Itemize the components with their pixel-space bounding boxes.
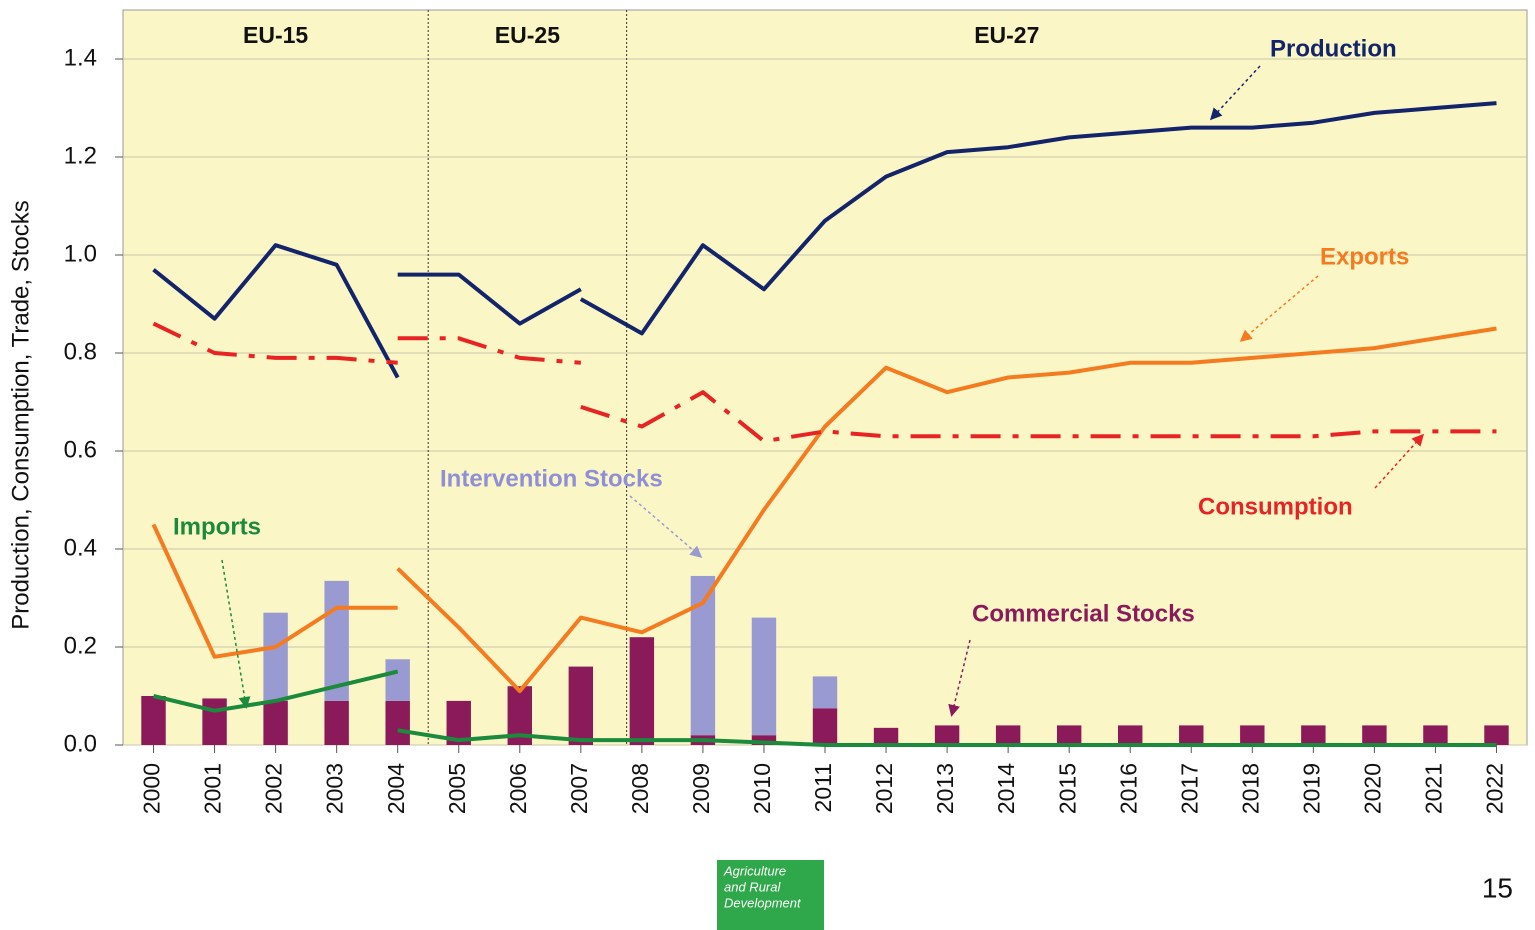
bar [873, 727, 899, 745]
series-label: Exports [1320, 243, 1409, 270]
x-tick-label: 2016 [1115, 763, 1141, 814]
line [152, 101, 1497, 379]
x-tick-label: 2012 [871, 763, 897, 814]
bar [812, 676, 838, 709]
x-tick-label: 2011 [810, 763, 836, 812]
x-tick-label: 2009 [688, 763, 714, 814]
bar [751, 617, 777, 736]
x-tick-label: 2020 [1359, 763, 1385, 814]
x-tick-label: 2002 [261, 763, 287, 814]
y-tick-label: 1.2 [64, 142, 97, 169]
line [153, 669, 1497, 747]
bar [202, 698, 227, 745]
logo-text: and Rural [724, 879, 781, 894]
y-tick-label: 0.0 [64, 730, 97, 757]
x-tick-label: 2014 [993, 763, 1019, 814]
arrow [1239, 275, 1319, 342]
region-label: EU-27 [974, 22, 1039, 48]
arrow [221, 559, 251, 709]
bar [1118, 725, 1143, 745]
bar [812, 708, 838, 745]
bar [1484, 725, 1509, 745]
x-tick-label: 2021 [1421, 763, 1447, 814]
x-tick-label: 2001 [200, 763, 226, 814]
y-tick-label: 0.2 [64, 632, 97, 659]
x-tick-label: 2015 [1054, 763, 1080, 814]
y-tick-label: 1.4 [64, 44, 97, 71]
y-tick-label: 0.6 [64, 436, 97, 463]
y-tick-label: 0.4 [64, 534, 97, 561]
x-tick-label: 2018 [1237, 763, 1263, 814]
region-label: EU-15 [243, 22, 308, 48]
bar [324, 580, 349, 701]
y-tick-label: 0.8 [64, 338, 97, 365]
line [151, 326, 1497, 694]
annotation-arrows [221, 65, 1425, 717]
series-label: Commercial Stocks [972, 600, 1195, 627]
plot-area [122, 9, 1528, 746]
region-label: EU-25 [495, 22, 560, 48]
x-tick-label: 2017 [1176, 763, 1202, 814]
x-tick-label: 2008 [627, 763, 653, 814]
x-tick-label: 2010 [749, 763, 775, 814]
y-tick-label: 1.0 [64, 240, 97, 267]
bar [263, 612, 288, 701]
x-tick-label: 2004 [383, 763, 409, 814]
x-tick-label: 2000 [139, 763, 165, 814]
bar [995, 725, 1021, 745]
x-tick-label: 2022 [1482, 763, 1508, 814]
x-tick-label: 2013 [932, 763, 958, 814]
x-tick-label: 2006 [505, 763, 531, 814]
bar [1301, 725, 1326, 745]
x-tick-label: 2003 [322, 763, 348, 814]
logo [717, 860, 824, 930]
bar [1240, 725, 1265, 745]
bar [934, 725, 960, 745]
series-label: Intervention Stocks [440, 465, 663, 492]
bar [1179, 725, 1204, 745]
series-label: Imports [173, 513, 261, 540]
bar [751, 735, 777, 745]
logo-text: Agriculture [723, 863, 786, 878]
bar [568, 666, 594, 745]
bar [629, 637, 655, 745]
line [152, 321, 1497, 444]
bar [1056, 725, 1082, 745]
series-label: Consumption [1198, 493, 1353, 520]
bar [1423, 725, 1448, 745]
bar [385, 700, 410, 745]
bar [385, 659, 410, 701]
arrow [948, 639, 971, 717]
series-label: Production [1270, 35, 1397, 62]
bar [263, 700, 288, 745]
logo-text: Development [724, 895, 802, 910]
page-number: 15 [1482, 872, 1513, 903]
y-axis-label: Production, Consumption, Trade, Stocks [7, 200, 34, 630]
x-tick-label: 2019 [1298, 763, 1324, 814]
bar [141, 696, 166, 745]
x-tick-label: 2007 [566, 763, 592, 814]
bar [1362, 725, 1387, 745]
x-tick-label: 2005 [444, 763, 470, 814]
bar [324, 700, 349, 745]
